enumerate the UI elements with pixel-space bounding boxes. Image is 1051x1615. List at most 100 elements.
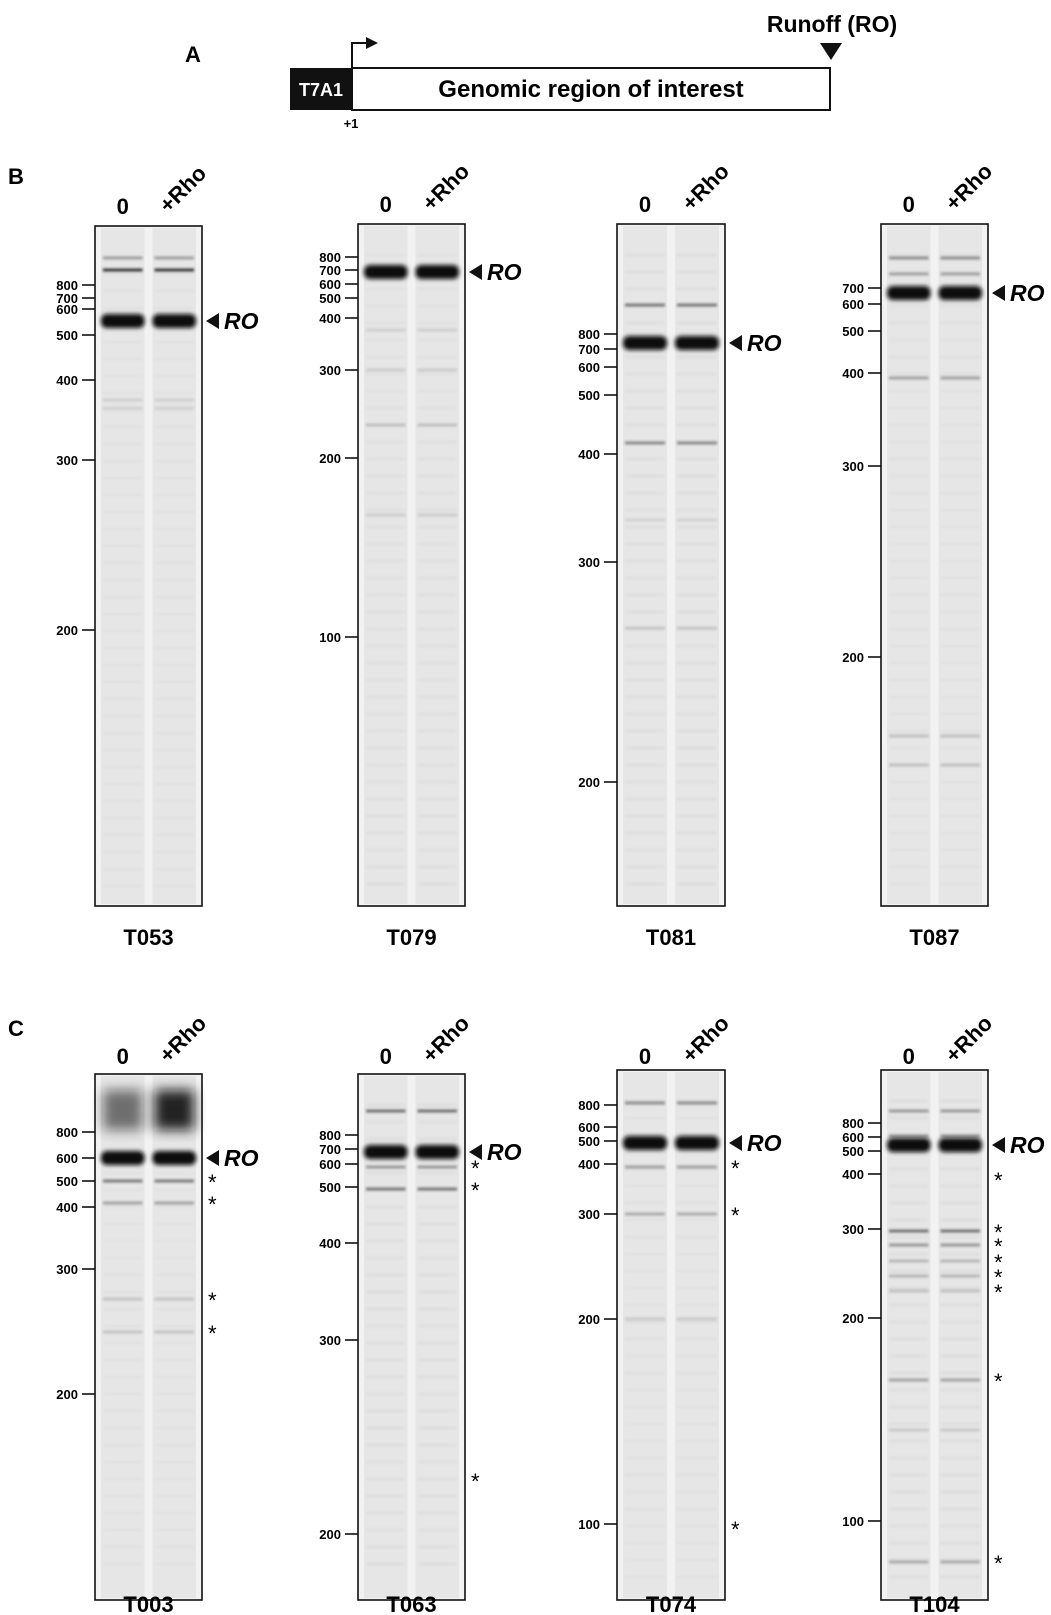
gel-faint-band (366, 611, 406, 613)
gel-faint-band (889, 815, 929, 817)
gel-faint-band (154, 1444, 194, 1446)
gel-faint-band (417, 883, 457, 885)
runoff-arrow-icon (992, 1137, 1005, 1153)
gel-faint-band (625, 1474, 665, 1476)
gel-faint-band (625, 1151, 665, 1153)
gel-faint-band (677, 815, 717, 817)
gel-faint-band (154, 800, 194, 802)
gel-faint-band (417, 1206, 457, 1208)
gel-faint-band (366, 1121, 406, 1123)
gel-faint-band (154, 1138, 194, 1140)
gel-name: T063 (386, 1592, 436, 1615)
gel-faint-band (940, 1440, 980, 1442)
gel-faint-band (889, 1236, 929, 1238)
gel-faint-band (366, 1546, 406, 1548)
gel-faint-band (154, 375, 194, 377)
gel-faint-band (417, 1529, 457, 1531)
gel-band (154, 406, 194, 410)
gel-faint-band (625, 1185, 665, 1187)
size-marker-label: 300 (842, 459, 864, 474)
gel-faint-band (625, 1372, 665, 1374)
gel-band (625, 1212, 665, 1216)
gel-faint-band (940, 526, 980, 528)
gel-faint-band (889, 1100, 929, 1102)
gel-faint-band (417, 1359, 457, 1361)
termination-asterisk: * (994, 1168, 1003, 1193)
runoff-band (415, 265, 459, 279)
lane-label-0: 0 (117, 1044, 129, 1069)
gel-faint-band (103, 1529, 143, 1531)
termination-asterisk: * (994, 1280, 1003, 1305)
size-marker-label: 300 (319, 1333, 341, 1348)
gel-faint-band (154, 477, 194, 479)
gel-faint-band (154, 1495, 194, 1497)
gel-lane-0 (887, 1072, 931, 1598)
gel-faint-band (103, 834, 143, 836)
gel-faint-band (417, 815, 457, 817)
gel-faint-band (677, 747, 717, 749)
gel-faint-band (940, 883, 980, 885)
gel-faint-band (154, 1189, 194, 1191)
gel-faint-band (366, 1461, 406, 1463)
runoff-band (101, 314, 145, 328)
gel-faint-band (366, 1291, 406, 1293)
gel-faint-band (940, 305, 980, 307)
gel-faint-band (103, 885, 143, 887)
gel-faint-band (940, 390, 980, 392)
gel-faint-band (366, 628, 406, 630)
gel-faint-band (366, 866, 406, 868)
termination-asterisk: * (208, 1192, 217, 1217)
gel-faint-band (625, 1287, 665, 1289)
gel-faint-band (677, 1389, 717, 1391)
size-marker-label: 200 (578, 1312, 600, 1327)
gel-faint-band (940, 271, 980, 273)
gel-frame (94, 225, 203, 907)
gel-faint-band (366, 373, 406, 375)
gel-faint-band (889, 271, 929, 273)
size-marker-label: 600 (56, 302, 78, 317)
lane-label-rho: +Rho (154, 161, 211, 218)
gel-faint-band (677, 1423, 717, 1425)
gel-faint-band (677, 1202, 717, 1204)
gel-band (889, 1229, 929, 1233)
gel-faint-band (889, 1168, 929, 1170)
gel-faint-band (677, 475, 717, 477)
gel-faint-band (366, 1393, 406, 1395)
gel-band (154, 398, 194, 402)
lane-label-rho: +Rho (417, 159, 474, 216)
gel-band (889, 272, 929, 276)
lane-label-0: 0 (903, 1044, 915, 1069)
gel-faint-band (417, 696, 457, 698)
termination-asterisk: * (731, 1517, 740, 1542)
gel-faint-band (889, 679, 929, 681)
runoff-arrow-icon (469, 1144, 482, 1160)
gel-faint-band (889, 543, 929, 545)
gel-faint-band (625, 645, 665, 647)
runoff-band (675, 1136, 719, 1150)
gel-faint-band (625, 1542, 665, 1544)
panel-a-letter: A (185, 42, 201, 67)
gel-band (889, 1243, 929, 1247)
gel-faint-band (366, 662, 406, 664)
gel-faint-band (889, 509, 929, 511)
gel-faint-band (417, 492, 457, 494)
gel-faint-band (677, 407, 717, 409)
termination-asterisk: * (731, 1203, 740, 1228)
gel-faint-band (677, 1525, 717, 1527)
gel-name: T003 (123, 1592, 173, 1615)
gel-faint-band (625, 1321, 665, 1323)
gel-faint-band (889, 1304, 929, 1306)
termination-asterisk: * (994, 1551, 1003, 1576)
gel-faint-band (154, 1393, 194, 1395)
gel-faint-band (677, 1185, 717, 1187)
gel-faint-band (677, 1168, 717, 1170)
gel-band (103, 268, 143, 272)
gel-faint-band (625, 1338, 665, 1340)
gel-faint-band (940, 254, 980, 256)
gel-band (625, 1317, 665, 1321)
gel-band (940, 1109, 980, 1113)
gel-faint-band (103, 307, 143, 309)
gel-faint-band (677, 594, 717, 596)
